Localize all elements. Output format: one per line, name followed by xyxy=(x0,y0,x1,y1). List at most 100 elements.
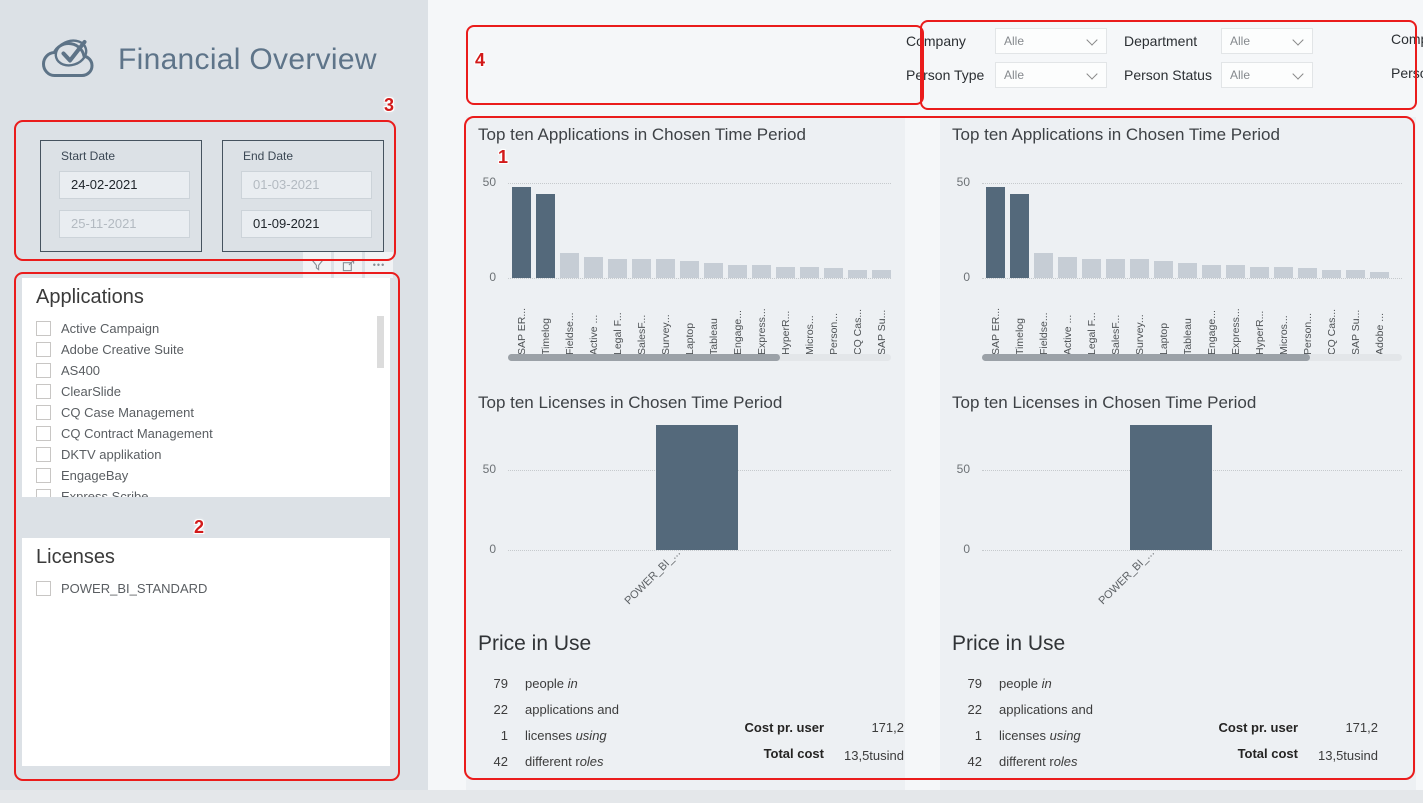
checkbox[interactable] xyxy=(36,581,51,596)
cost-per-user-label: Cost pr. user xyxy=(1218,720,1298,735)
x-axis-label: Legal F... xyxy=(611,312,624,355)
bar-Fieldse...[interactable] xyxy=(1034,253,1053,278)
price-rows: 79 people in 22 applications and 1 licenses u… xyxy=(482,670,619,774)
bar-Tableau[interactable] xyxy=(704,263,723,278)
bar-SAP ER...[interactable] xyxy=(512,187,531,278)
bar-CQ Cas...[interactable] xyxy=(848,270,867,278)
filter-label: Person Type xyxy=(1391,65,1423,81)
cost-per-user-value: 171,2 xyxy=(1345,720,1378,735)
chart-scrollbar-thumb[interactable] xyxy=(508,354,780,361)
bar-Fieldse...[interactable] xyxy=(560,253,579,278)
checkbox-label: CQ Case Management xyxy=(61,405,194,420)
bar-Micros...[interactable] xyxy=(1274,267,1293,278)
applications-list: Active Campaign Adobe Creative Suite AS400… xyxy=(36,318,376,497)
x-axis-label: Timelog xyxy=(539,318,552,355)
x-axis-label: Express... xyxy=(755,308,768,355)
price-row: 79 people in xyxy=(956,670,1093,696)
applications-scrollbar[interactable] xyxy=(377,316,384,368)
checkbox-item[interactable]: Express Scribe xyxy=(36,486,376,497)
bar-Survey...[interactable] xyxy=(656,259,675,278)
checkbox-item[interactable]: Active Campaign xyxy=(36,318,376,339)
bar-POWER_BI_...[interactable] xyxy=(656,425,738,550)
department-dropdown[interactable]: Alle xyxy=(1221,28,1313,54)
bar-Person...[interactable] xyxy=(1298,268,1317,278)
checkbox-item[interactable]: EngageBay xyxy=(36,465,376,486)
checkbox[interactable] xyxy=(36,384,51,399)
y-axis-tick: 50 xyxy=(482,462,496,476)
bar-Micros...[interactable] xyxy=(800,267,819,278)
filter-label: Company xyxy=(906,33,966,49)
checkbox-item[interactable]: Adobe Creative Suite xyxy=(36,339,376,360)
bar-Express...[interactable] xyxy=(1226,265,1245,278)
x-axis-label: CQ Cas... xyxy=(851,308,864,355)
checkbox-item[interactable]: ClearSlide xyxy=(36,381,376,402)
checkbox-item[interactable]: DKTV applikation xyxy=(36,444,376,465)
filter-bar-left: Company Alle Department Alle Person Type Alle… xyxy=(906,28,1313,88)
bar-Laptop[interactable] xyxy=(680,261,699,278)
focus-mode-icon[interactable] xyxy=(334,252,362,278)
price-in-use-left: Price in Use 79 people in 22 applications a… xyxy=(466,632,905,790)
end-date-input-2[interactable]: 01-09-2021 xyxy=(241,210,372,238)
x-axis-label: Timelog xyxy=(1013,318,1026,355)
bar-Timelog[interactable] xyxy=(536,194,555,278)
chevron-down-icon xyxy=(1086,68,1098,80)
bar-POWER_BI_...[interactable] xyxy=(1130,425,1212,550)
x-axis-label: Survey... xyxy=(659,314,672,355)
bar-CQ Cas...[interactable] xyxy=(1322,270,1341,278)
checkbox-item[interactable]: AS400 xyxy=(36,360,376,381)
x-axis-label: Survey... xyxy=(1133,314,1146,355)
bar-HyperR...[interactable] xyxy=(776,267,795,278)
bar-SalesF...[interactable] xyxy=(1106,259,1125,278)
price-row-text: applications and xyxy=(999,701,1093,717)
company-dropdown[interactable]: Alle xyxy=(995,28,1107,54)
checkbox[interactable] xyxy=(36,321,51,336)
checkbox[interactable] xyxy=(36,447,51,462)
bar-SAP Su...[interactable] xyxy=(872,270,891,278)
bar-Timelog[interactable] xyxy=(1010,194,1029,278)
bar-Legal F...[interactable] xyxy=(608,259,627,278)
bar-Active ...[interactable] xyxy=(584,257,603,278)
applications-slicer: Applications Active Campaign Adobe Creati… xyxy=(22,278,390,497)
visual-header-toolbar: ••• xyxy=(303,252,393,278)
checkbox-item[interactable]: CQ Contract Management xyxy=(36,423,376,444)
bar-Adobe ...[interactable] xyxy=(1370,272,1389,278)
bar-SalesF...[interactable] xyxy=(632,259,651,278)
end-date-input-1[interactable]: 01-03-2021 xyxy=(241,171,372,199)
checkbox[interactable] xyxy=(36,342,51,357)
checkbox[interactable] xyxy=(36,426,51,441)
person-status-dropdown[interactable]: Alle xyxy=(1221,62,1313,88)
x-axis-label: HyperR... xyxy=(779,310,792,355)
start-date-input-1[interactable]: 24-02-2021 xyxy=(59,171,190,199)
bar-SAP Su...[interactable] xyxy=(1346,270,1365,278)
y-axis-tick: 0 xyxy=(489,542,496,556)
chart-scrollbar-track[interactable] xyxy=(508,354,891,361)
checkbox-label: CQ Contract Management xyxy=(61,426,213,441)
bar-Engage...[interactable] xyxy=(728,265,747,278)
bar-Laptop[interactable] xyxy=(1154,261,1173,278)
person-type-dropdown[interactable]: Alle xyxy=(995,62,1107,88)
bar-Person...[interactable] xyxy=(824,268,843,278)
chart-scrollbar-thumb[interactable] xyxy=(982,354,1310,361)
checkbox[interactable] xyxy=(36,489,51,497)
checkbox[interactable] xyxy=(36,363,51,378)
checkbox-item[interactable]: POWER_BI_STANDARD xyxy=(36,578,376,599)
end-date-label: End Date xyxy=(243,149,294,163)
start-date-input-2[interactable]: 25-11-2021 xyxy=(59,210,190,238)
chart-scrollbar-track[interactable] xyxy=(982,354,1402,361)
bar-Active ...[interactable] xyxy=(1058,257,1077,278)
bar-SAP ER...[interactable] xyxy=(986,187,1005,278)
price-row: 79 people in xyxy=(482,670,619,696)
bar-Survey...[interactable] xyxy=(1130,259,1149,278)
bar-HyperR...[interactable] xyxy=(1250,267,1269,278)
more-options-icon[interactable]: ••• xyxy=(365,252,393,278)
checkbox-item[interactable]: CQ Case Management xyxy=(36,402,376,423)
total-cost-label: Total cost xyxy=(763,746,824,761)
bar-Engage...[interactable] xyxy=(1202,265,1221,278)
bar-Tableau[interactable] xyxy=(1178,263,1197,278)
bar-Legal F...[interactable] xyxy=(1082,259,1101,278)
bar-Express...[interactable] xyxy=(752,265,771,278)
checkbox[interactable] xyxy=(36,468,51,483)
filter-icon[interactable] xyxy=(303,252,331,278)
checkbox[interactable] xyxy=(36,405,51,420)
